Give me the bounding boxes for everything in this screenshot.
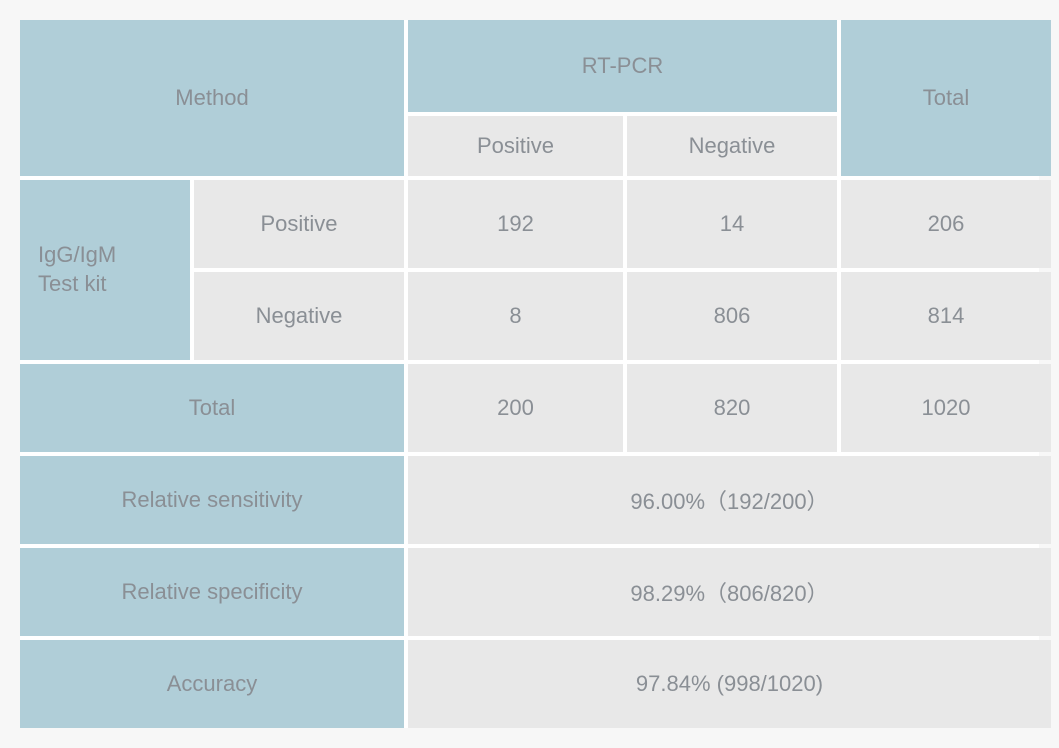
row-negative-label: Negative — [194, 272, 404, 360]
cell-value: 806 — [714, 303, 751, 329]
header-total: Total — [841, 20, 1051, 176]
header-method: Method — [20, 20, 404, 176]
stat-sensitivity-label: Relative sensitivity — [20, 456, 404, 544]
rowgroup-label: IgG/IgM Test kit — [20, 180, 190, 360]
stat-label-text: Accuracy — [167, 671, 257, 697]
stat-sensitivity-value: 96.00%（192/200） — [408, 456, 1051, 544]
totals-total: 1020 — [841, 364, 1051, 452]
stat-value-text: 98.29%（806/820） — [630, 576, 828, 608]
stat-accuracy-value: 97.84% (998/1020) — [408, 640, 1051, 728]
totals-label-text: Total — [189, 395, 235, 421]
totals-label: Total — [20, 364, 404, 452]
row-positive-neg: 14 — [627, 180, 837, 268]
header-rtpcr: RT-PCR — [408, 20, 837, 112]
header-negative: Negative — [627, 116, 837, 176]
cell-value: 192 — [497, 211, 534, 237]
totals-pos: 200 — [408, 364, 623, 452]
row-positive-pos: 192 — [408, 180, 623, 268]
diagnostic-table: Method RT-PCR Total Positive Negative Ig… — [20, 20, 1039, 728]
header-method-text: Method — [175, 85, 248, 111]
cell-value: 200 — [497, 395, 534, 421]
row-negative-label-text: Negative — [256, 303, 343, 329]
header-total-text: Total — [923, 85, 969, 111]
cell-value: 1020 — [922, 395, 971, 421]
rowgroup-label-text: IgG/IgM Test kit — [38, 241, 116, 298]
row-negative-pos: 8 — [408, 272, 623, 360]
stat-value-text: 97.84% (998/1020) — [636, 671, 823, 697]
cell-value: 820 — [714, 395, 751, 421]
cell-value: 14 — [720, 211, 744, 237]
header-negative-text: Negative — [689, 133, 776, 159]
totals-neg: 820 — [627, 364, 837, 452]
header-rtpcr-text: RT-PCR — [582, 53, 664, 79]
row-negative-neg: 806 — [627, 272, 837, 360]
header-positive-text: Positive — [477, 133, 554, 159]
row-positive-label: Positive — [194, 180, 404, 268]
stat-label-text: Relative sensitivity — [122, 487, 303, 513]
row-negative-total: 814 — [841, 272, 1051, 360]
stat-specificity-value: 98.29%（806/820） — [408, 548, 1051, 636]
row-positive-total: 206 — [841, 180, 1051, 268]
cell-value: 206 — [928, 211, 965, 237]
stat-value-text: 96.00%（192/200） — [630, 484, 828, 516]
stat-accuracy-label: Accuracy — [20, 640, 404, 728]
stat-specificity-label: Relative specificity — [20, 548, 404, 636]
stat-label-text: Relative specificity — [122, 579, 303, 605]
cell-value: 8 — [509, 303, 521, 329]
table-grid: Method RT-PCR Total Positive Negative Ig… — [20, 20, 1039, 728]
cell-value: 814 — [928, 303, 965, 329]
row-positive-label-text: Positive — [260, 211, 337, 237]
header-positive: Positive — [408, 116, 623, 176]
